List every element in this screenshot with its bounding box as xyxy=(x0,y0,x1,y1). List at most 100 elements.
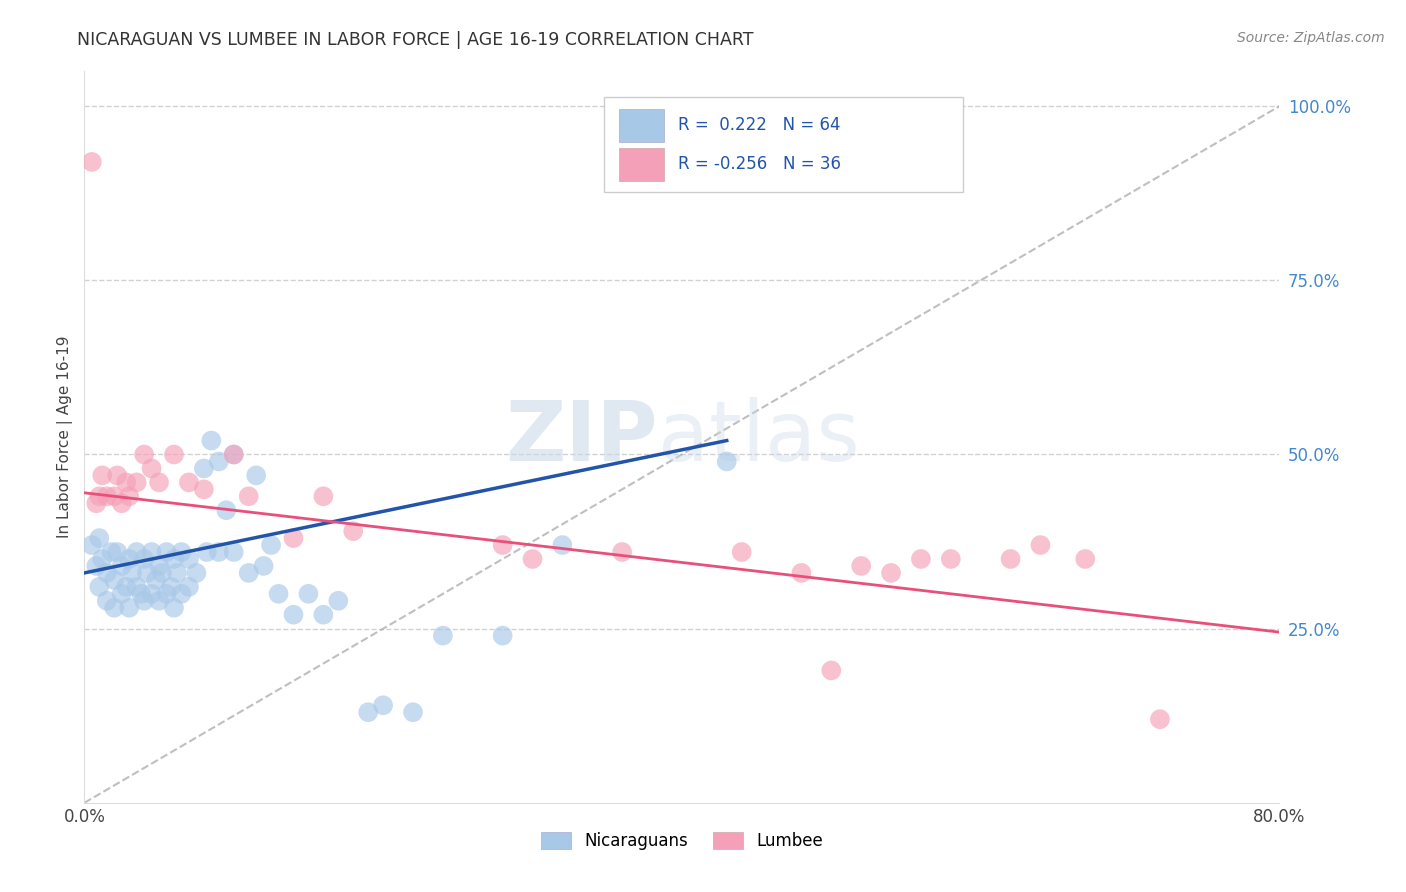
Point xyxy=(253,558,276,573)
Point xyxy=(612,545,634,559)
Point xyxy=(260,538,283,552)
Point xyxy=(89,489,111,503)
Point xyxy=(215,503,238,517)
Point xyxy=(193,483,215,497)
Point xyxy=(1149,712,1171,726)
Point xyxy=(1074,552,1097,566)
Point xyxy=(193,461,215,475)
Point xyxy=(160,580,183,594)
Point xyxy=(103,573,125,587)
Text: NICARAGUAN VS LUMBEE IN LABOR FORCE | AGE 16-19 CORRELATION CHART: NICARAGUAN VS LUMBEE IN LABOR FORCE | AG… xyxy=(77,31,754,49)
Text: R = -0.256   N = 36: R = -0.256 N = 36 xyxy=(678,155,841,173)
Point xyxy=(222,448,245,462)
Point xyxy=(939,552,962,566)
Point xyxy=(170,587,193,601)
Point xyxy=(222,545,245,559)
Point xyxy=(111,558,134,573)
Point xyxy=(136,566,159,580)
Point xyxy=(238,489,260,503)
Point xyxy=(238,566,260,580)
Point xyxy=(402,705,425,719)
Point xyxy=(89,580,111,594)
Legend: Nicaraguans, Lumbee: Nicaraguans, Lumbee xyxy=(534,825,830,856)
Point xyxy=(880,566,903,580)
Point xyxy=(222,448,245,462)
Point xyxy=(283,607,305,622)
Point xyxy=(522,552,544,566)
Point xyxy=(148,475,170,490)
Point xyxy=(177,580,200,594)
Point xyxy=(96,489,118,503)
Point xyxy=(910,552,932,566)
Point xyxy=(132,594,156,608)
Point xyxy=(163,552,186,566)
Point xyxy=(155,545,177,559)
Point xyxy=(118,552,141,566)
Point xyxy=(208,454,231,468)
Point xyxy=(177,475,200,490)
Point xyxy=(851,558,873,573)
Point xyxy=(1029,538,1052,552)
Point xyxy=(208,545,231,559)
Point xyxy=(103,489,125,503)
Point xyxy=(115,580,138,594)
FancyBboxPatch shape xyxy=(605,97,963,192)
Point xyxy=(96,566,118,580)
Point xyxy=(80,538,103,552)
Point xyxy=(111,587,134,601)
Point xyxy=(141,545,163,559)
Point xyxy=(170,545,193,559)
Point xyxy=(105,468,128,483)
Point xyxy=(312,489,335,503)
Point xyxy=(89,531,111,545)
Point xyxy=(100,545,122,559)
Point xyxy=(245,468,267,483)
Point xyxy=(551,538,574,552)
Point xyxy=(150,566,173,580)
Text: ZIP: ZIP xyxy=(506,397,658,477)
Point xyxy=(820,664,842,678)
Point xyxy=(115,475,138,490)
Point xyxy=(195,545,218,559)
Point xyxy=(186,566,208,580)
Point xyxy=(312,607,335,622)
Point xyxy=(297,587,319,601)
Point xyxy=(731,545,754,559)
Point xyxy=(118,489,141,503)
Point xyxy=(91,468,114,483)
Point xyxy=(91,552,114,566)
Point xyxy=(129,587,152,601)
Y-axis label: In Labor Force | Age 16-19: In Labor Force | Age 16-19 xyxy=(58,335,73,539)
Point xyxy=(1000,552,1022,566)
Point xyxy=(283,531,305,545)
Point xyxy=(125,545,148,559)
Point xyxy=(790,566,813,580)
Point xyxy=(163,600,186,615)
Point xyxy=(80,155,103,169)
Point xyxy=(141,461,163,475)
Point xyxy=(342,524,364,538)
Point xyxy=(177,552,200,566)
FancyBboxPatch shape xyxy=(619,148,664,181)
Point xyxy=(105,545,128,559)
Point xyxy=(166,566,188,580)
Point xyxy=(125,475,148,490)
Text: R =  0.222   N = 64: R = 0.222 N = 64 xyxy=(678,116,841,134)
Point xyxy=(86,558,108,573)
Point xyxy=(357,705,380,719)
Point xyxy=(148,558,170,573)
Point xyxy=(103,600,125,615)
Point xyxy=(125,580,148,594)
Point xyxy=(132,448,156,462)
Point xyxy=(492,538,515,552)
Point xyxy=(328,594,350,608)
FancyBboxPatch shape xyxy=(619,110,664,143)
Point xyxy=(96,594,118,608)
Point xyxy=(267,587,290,601)
Point xyxy=(492,629,515,643)
Point xyxy=(121,566,143,580)
Point xyxy=(111,496,134,510)
Text: Source: ZipAtlas.com: Source: ZipAtlas.com xyxy=(1237,31,1385,45)
Point xyxy=(200,434,222,448)
Point xyxy=(155,587,177,601)
